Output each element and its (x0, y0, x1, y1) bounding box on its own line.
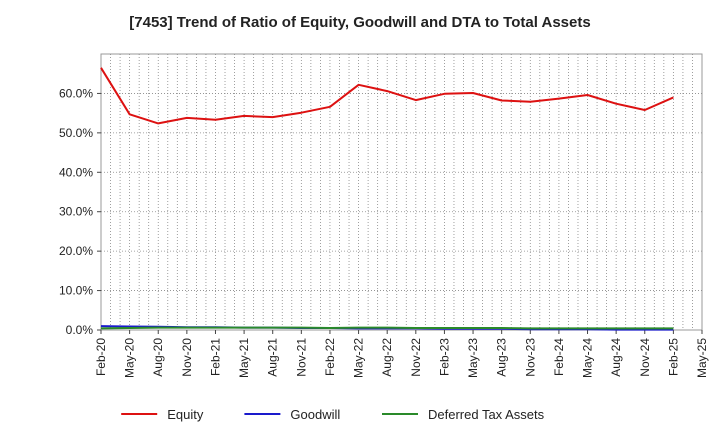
series-layer (100, 67, 674, 331)
x-tick-label: Feb-22 (323, 338, 337, 376)
y-tick-label: 20.0% (59, 244, 93, 258)
series-line-equity (100, 67, 674, 125)
x-tick-label: Nov-20 (180, 338, 194, 377)
x-tick-label: Aug-22 (380, 338, 394, 377)
y-tick-label: 50.0% (59, 126, 93, 140)
x-tick-label: Feb-20 (94, 338, 108, 376)
series-line-deferred-tax-assets (100, 326, 674, 330)
x-tick-label: Feb-24 (552, 338, 566, 376)
y-tick-label: 0.0% (66, 323, 94, 337)
x-tick-label: May-24 (581, 338, 595, 378)
legend-label-goodwill: Goodwill (290, 407, 340, 422)
x-tick-label: Aug-23 (495, 338, 509, 377)
y-tick-label: 30.0% (59, 205, 93, 219)
x-tick-label: Nov-21 (294, 338, 308, 377)
axis-layer: 0.0% 10.0% 20.0% 30.0% 40.0% 50.0% 60.0% Feb-20… (59, 86, 709, 378)
x-tick-label: Aug-20 (151, 338, 165, 377)
legend: Equity Goodwill Deferred Tax Assets (121, 407, 545, 422)
x-tick-label: Aug-21 (266, 338, 280, 377)
x-tick-label: Feb-21 (208, 338, 222, 376)
x-tick-label: May-25 (695, 338, 709, 378)
chart-title: [7453] Trend of Ratio of Equity, Goodwil… (129, 14, 591, 31)
y-tick-label: 40.0% (59, 165, 93, 179)
x-tick-label: Nov-23 (523, 338, 537, 377)
x-tick-label: May-22 (352, 338, 366, 378)
x-tick-label: Nov-22 (409, 338, 423, 377)
x-tick-label: Feb-23 (437, 338, 451, 376)
y-tick-label: 60.0% (59, 86, 93, 100)
x-tick-label: Aug-24 (609, 338, 623, 377)
legend-label-equity: Equity (167, 407, 204, 422)
x-tick-label: Nov-24 (638, 338, 652, 377)
x-tick-label: May-21 (237, 338, 251, 378)
x-tick-label: Feb-25 (666, 338, 680, 376)
y-tick-label: 10.0% (59, 284, 93, 298)
x-tick-label: May-23 (466, 338, 480, 378)
legend-label-deferred-tax-assets: Deferred Tax Assets (428, 407, 545, 422)
x-tick-label: May-20 (123, 338, 137, 378)
